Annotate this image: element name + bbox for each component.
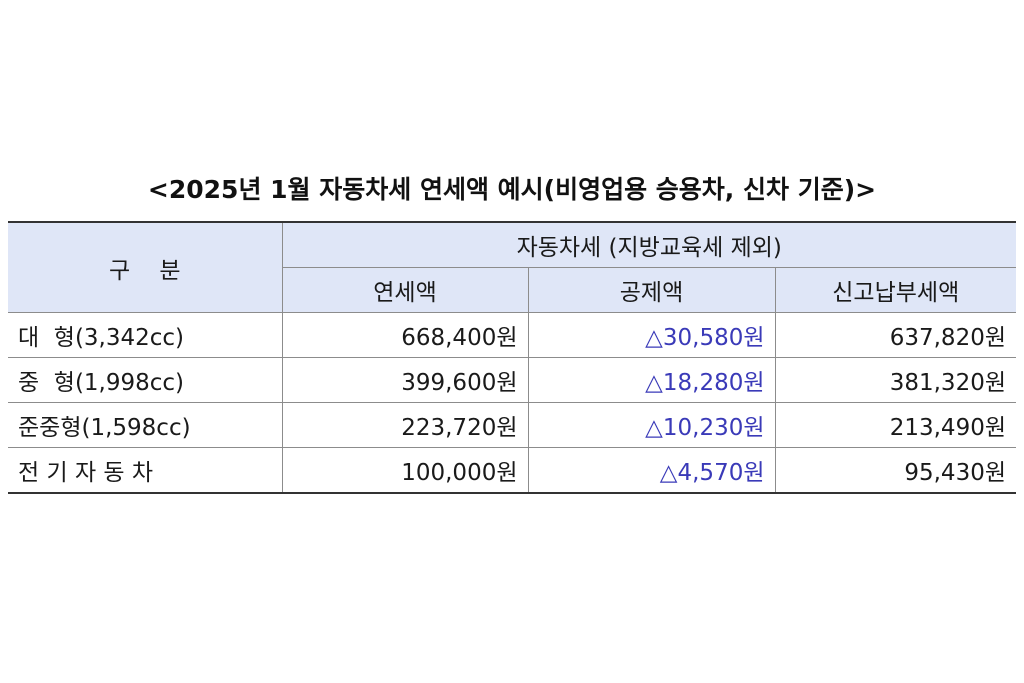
category-cell: 대 형(3,342cc) [8, 312, 283, 358]
header-row-1: 구 분 자동차세 (지방교육세 제외) [8, 221, 1016, 313]
table-row: 전 기 자 동 차 100,000원 △4,570원 95,430원 [8, 447, 1016, 494]
table-title: <2025년 1월 자동차세 연세액 예시(비영업용 승용차, 신차 기준)> [147, 175, 877, 204]
table-row: 준중형(1,598cc) 223,720원 △10,230원 213,490원 [8, 402, 1016, 448]
column-header-deduction: 공제액 [527, 267, 776, 313]
payable-tax-cell: 213,490원 [774, 402, 1016, 448]
car-tax-table: 구 분 자동차세 (지방교육세 제외) 연세액 공제액 신고납부세액 대 형(3… [8, 221, 1016, 494]
category-cell: 준중형(1,598cc) [8, 402, 283, 448]
category-cell: 전 기 자 동 차 [8, 447, 283, 494]
annual-tax-cell: 223,720원 [281, 402, 529, 448]
payable-tax-cell: 95,430원 [774, 447, 1016, 494]
deduction-cell: △30,580원 [527, 312, 776, 358]
category-header: 구 분 [8, 221, 283, 313]
deduction-cell: △18,280원 [527, 357, 776, 403]
annual-tax-cell: 399,600원 [281, 357, 529, 403]
table-row: 대 형(3,342cc) 668,400원 △30,580원 637,820원 [8, 312, 1016, 358]
category-cell: 중 형(1,998cc) [8, 357, 283, 403]
deduction-cell: △10,230원 [527, 402, 776, 448]
group-header: 자동차세 (지방교육세 제외) [281, 221, 1016, 268]
annual-tax-cell: 100,000원 [281, 447, 529, 494]
annual-tax-cell: 668,400원 [281, 312, 529, 358]
column-header-payable: 신고납부세액 [774, 267, 1016, 313]
payable-tax-cell: 637,820원 [774, 312, 1016, 358]
deduction-cell: △4,570원 [527, 447, 776, 494]
table-row: 중 형(1,998cc) 399,600원 △18,280원 381,320원 [8, 357, 1016, 403]
column-header-annual: 연세액 [282, 267, 529, 313]
payable-tax-cell: 381,320원 [774, 357, 1016, 403]
